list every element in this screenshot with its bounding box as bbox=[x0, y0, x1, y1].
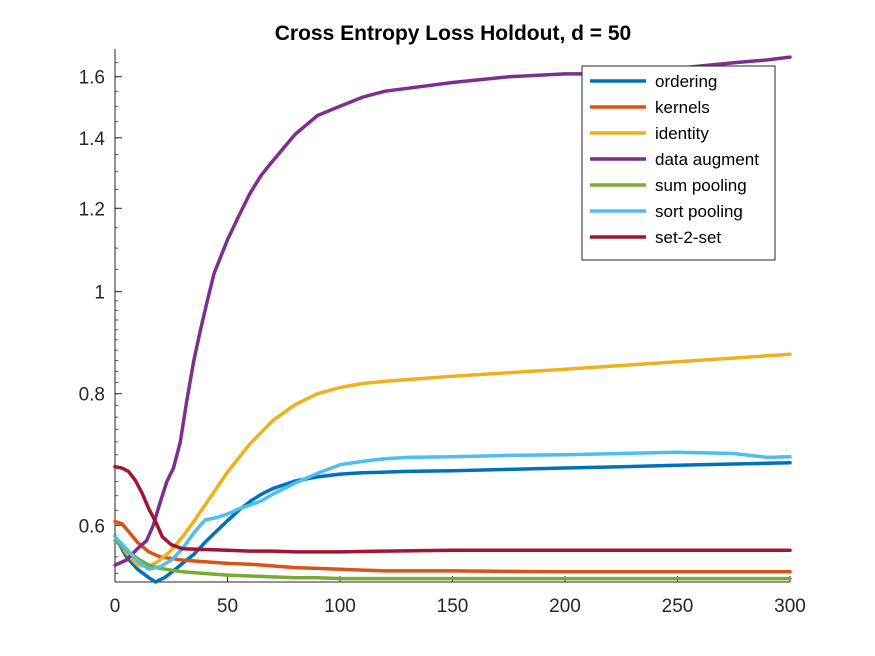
y-tick-label: 1.2 bbox=[79, 199, 105, 220]
legend-label: sum pooling bbox=[655, 176, 747, 195]
legend-label: sort pooling bbox=[655, 202, 743, 221]
y-tick-label: 1.6 bbox=[79, 68, 105, 89]
y-tick-label: 1 bbox=[94, 283, 105, 304]
x-tick-label: 250 bbox=[662, 596, 694, 617]
legend: ordering kernels identity data augment sum p… bbox=[581, 65, 776, 261]
series-line-ordering bbox=[113, 460, 792, 584]
series-lines bbox=[113, 55, 792, 584]
legend-label: kernels bbox=[655, 98, 710, 117]
series-line-kernels bbox=[113, 519, 792, 574]
chart-title: Cross Entropy Loss Holdout, d = 50 bbox=[275, 22, 631, 45]
legend-label: identity bbox=[655, 124, 709, 143]
x-tick-label: 50 bbox=[217, 596, 238, 617]
series-line-sum-pooling bbox=[113, 539, 792, 581]
x-tick-label: 100 bbox=[324, 596, 356, 617]
legend-label: data augment bbox=[655, 150, 759, 169]
x-tick-label: 0 bbox=[110, 596, 121, 617]
y-tick-label: 0.6 bbox=[79, 516, 105, 537]
series-line-set-2-set bbox=[113, 464, 792, 554]
y-tick-label: 0.8 bbox=[79, 385, 105, 406]
x-tick-label: 150 bbox=[437, 596, 469, 617]
x-tick-label: 300 bbox=[774, 596, 806, 617]
x-tick-label: 200 bbox=[549, 596, 581, 617]
axes: 0 50 100 150 200 250 300 0.6 0.8 1 1.2 1.4 1.6 bbox=[79, 49, 806, 617]
series-line-data-augment bbox=[113, 55, 792, 567]
legend-label: ordering bbox=[655, 72, 717, 91]
series-line-sort-pooling bbox=[113, 450, 792, 571]
legend-box bbox=[581, 65, 776, 261]
legend-label: set-2-set bbox=[655, 228, 721, 247]
y-tick-label: 1.4 bbox=[79, 129, 106, 150]
